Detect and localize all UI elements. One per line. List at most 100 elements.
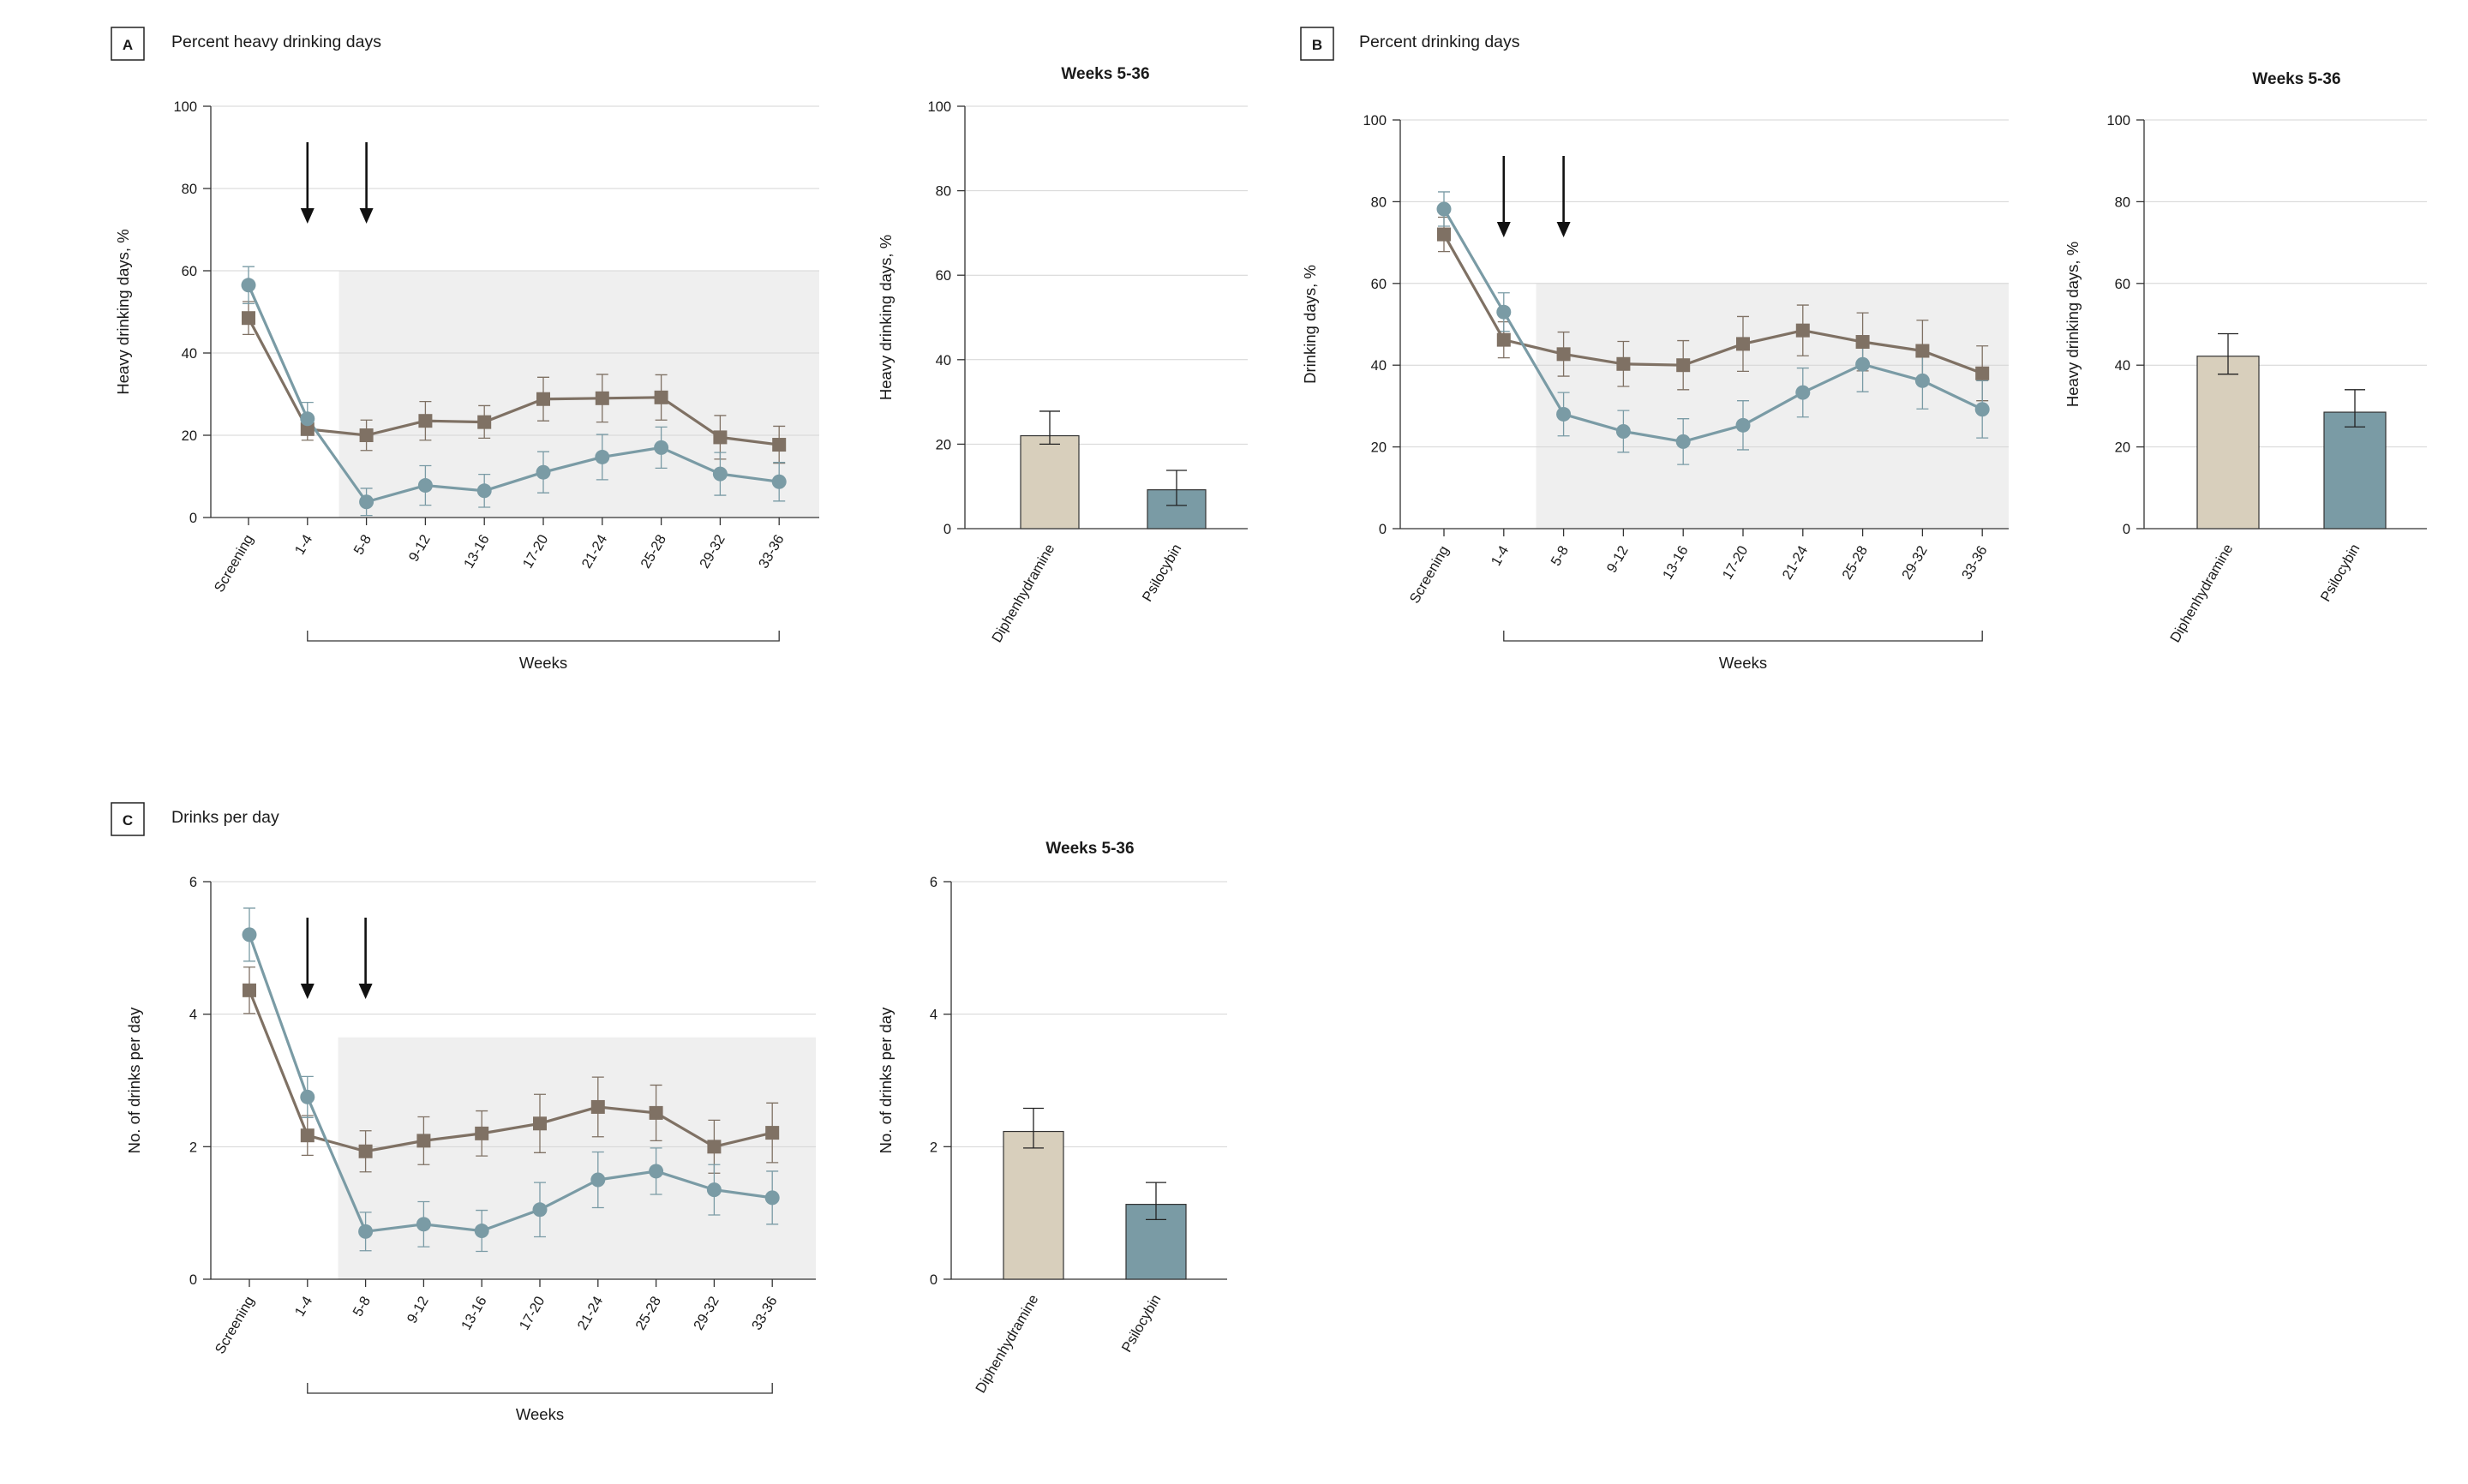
circle-marker — [590, 1172, 606, 1188]
y-axis-title: Heavy drinking days, % — [114, 229, 132, 394]
square-marker — [590, 1099, 605, 1114]
circle-marker — [595, 449, 610, 464]
square-marker — [713, 430, 728, 445]
x-tick-label: 5-8 — [351, 532, 375, 558]
circle-marker — [706, 1182, 722, 1198]
x-tick-label: 1-4 — [1489, 543, 1513, 569]
panel-letter-box — [1300, 27, 1334, 61]
panel-letter-box — [111, 802, 145, 836]
y-tick-label: 40 — [182, 346, 197, 362]
square-marker — [243, 983, 256, 997]
circle-marker — [771, 474, 787, 489]
square-marker — [533, 1116, 547, 1131]
x-tick-label: Diphenhydramine — [989, 542, 1057, 645]
square-marker — [707, 1140, 722, 1154]
x-tick-label: Diphenhydramine — [973, 1292, 1041, 1396]
panel-a-line-chart: 0 20 40 60 80 100 Heavy drinking days, % A Perce… — [111, 27, 820, 672]
square-marker — [1616, 356, 1631, 371]
square-marker — [1556, 347, 1571, 362]
bar — [1020, 434, 1080, 530]
x-tick-label: 5-8 — [1548, 543, 1572, 569]
circle-marker — [649, 1164, 664, 1179]
y-tick-label: 4 — [930, 1008, 937, 1023]
error-bar — [2218, 332, 2238, 375]
y-tick-label: 0 — [189, 1272, 197, 1288]
circle-marker — [654, 440, 669, 455]
bar-chart-title: Weeks 5-36 — [1045, 840, 1134, 858]
square-marker — [242, 311, 255, 326]
series-line — [248, 934, 773, 1233]
square-marker — [1676, 358, 1691, 373]
panel-letter: B — [1312, 37, 1322, 53]
arrow-head — [1496, 222, 1511, 237]
y-tick-label: 2 — [930, 1140, 937, 1155]
y-tick-label: 40 — [2115, 358, 2130, 374]
shaded-region — [338, 1037, 817, 1279]
x-tick-label: Psilocybin — [2318, 542, 2363, 604]
circle-marker — [300, 1089, 315, 1104]
x-tick-label: 17-20 — [1720, 543, 1752, 583]
x-tick-label: 17-20 — [517, 1294, 548, 1333]
y-tick-label: 60 — [936, 268, 951, 284]
panel-title: Percent heavy drinking days — [171, 33, 381, 51]
x-tick-label: Screening — [213, 1294, 258, 1356]
series-line — [1442, 208, 1983, 443]
y-tick-label: 100 — [1363, 113, 1387, 129]
x-tick-label: 17-20 — [520, 532, 552, 571]
x-tick-label: 9-12 — [404, 1294, 432, 1326]
x-tick-label: 13-16 — [1660, 543, 1692, 583]
x-tick-label: Psilocybin — [1140, 542, 1185, 604]
y-tick-label: 100 — [173, 99, 197, 115]
square-marker — [1736, 337, 1750, 351]
circle-marker — [358, 1224, 374, 1239]
square-marker — [1795, 323, 1810, 338]
error-bar — [1166, 470, 1187, 506]
x-tick-label: 21-24 — [579, 532, 611, 571]
y-tick-label: 60 — [182, 264, 197, 279]
panel-letter-box — [111, 27, 145, 61]
circle-marker — [1556, 406, 1572, 422]
x-tick-label: 25-28 — [632, 1294, 664, 1333]
y-tick-label: 0 — [2123, 522, 2130, 537]
shaded-region — [1536, 283, 2009, 529]
square-marker — [300, 422, 314, 436]
x-tick-label: Screening — [212, 532, 257, 595]
bar — [1003, 1130, 1064, 1280]
square-marker — [477, 415, 492, 429]
panel-b-bar-chart: Weeks 5-36 0 20 40 60 80 100 Heavy drinking day… — [2064, 70, 2427, 645]
panel-title: Drinks per day — [171, 808, 279, 827]
y-axis-title: No. of drinks per day — [125, 1007, 143, 1153]
weeks-bracket — [307, 631, 780, 642]
x-tick-label: Psilocybin — [1119, 1292, 1165, 1355]
y-tick-label: 80 — [2115, 194, 2130, 210]
bar — [2323, 411, 2387, 530]
circle-marker — [536, 464, 551, 480]
x-tick-label: 13-16 — [461, 532, 493, 571]
y-tick-label: 6 — [189, 875, 197, 890]
x-tick-label: 33-36 — [1959, 543, 1991, 583]
x-tick-label: Diphenhydramine — [2167, 542, 2236, 645]
y-tick-label: 60 — [1371, 277, 1387, 292]
x-tick-label: 21-24 — [575, 1294, 607, 1333]
panel-letter: A — [123, 37, 133, 53]
y-tick-label: 80 — [936, 184, 951, 200]
square-marker — [765, 1126, 780, 1140]
x-tick-label: 25-28 — [638, 532, 669, 571]
bar-chart-title: Weeks 5-36 — [2252, 70, 2340, 88]
circle-marker — [416, 1217, 431, 1232]
y-tick-label: 0 — [189, 511, 197, 526]
y-axis-title: Drinking days, % — [1301, 265, 1319, 384]
series-line — [248, 990, 773, 1153]
arrow-head — [1556, 222, 1571, 237]
x-tick-label: 25-28 — [1839, 543, 1871, 583]
error-bar — [1023, 1107, 1044, 1149]
error-bar — [2345, 389, 2365, 428]
square-marker — [654, 390, 668, 404]
square-marker — [649, 1105, 663, 1120]
circle-marker — [1615, 423, 1631, 439]
y-tick-label: 80 — [182, 182, 197, 197]
y-tick-label: 2 — [189, 1140, 197, 1155]
circle-marker — [1855, 356, 1871, 372]
square-marker — [358, 1144, 373, 1158]
